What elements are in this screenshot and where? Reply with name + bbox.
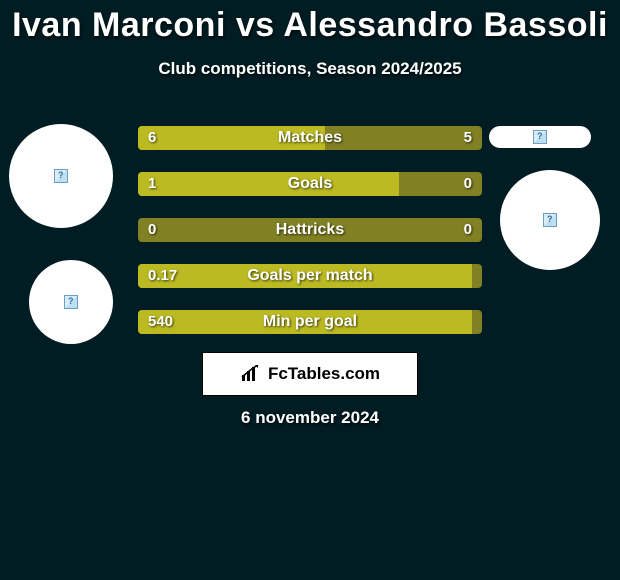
comparison-bars: 65Matches 10Goals 00Hattricks 0.17Goals per…	[138, 126, 482, 356]
stat-label: Goals per match	[138, 264, 482, 288]
stat-row: 10Goals	[138, 172, 482, 196]
player2-photo-placeholder	[500, 170, 600, 270]
stat-row: 0.17Goals per match	[138, 264, 482, 288]
stat-label: Hattricks	[138, 218, 482, 242]
missing-image-icon	[54, 169, 68, 183]
missing-image-icon	[533, 130, 547, 144]
bar-chart-icon	[240, 365, 262, 383]
page-title: Ivan Marconi vs Alessandro Bassoli	[0, 0, 620, 45]
stat-row: 540Min per goal	[138, 310, 482, 334]
stat-label: Matches	[138, 126, 482, 150]
generated-date: 6 november 2024	[0, 408, 620, 428]
player1-club-placeholder	[9, 124, 113, 228]
stat-row: 65Matches	[138, 126, 482, 150]
page-subtitle: Club competitions, Season 2024/2025	[0, 59, 620, 79]
missing-image-icon	[64, 295, 78, 309]
brand-badge: FcTables.com	[202, 352, 418, 396]
stat-label: Min per goal	[138, 310, 482, 334]
stat-label: Goals	[138, 172, 482, 196]
missing-image-icon	[543, 213, 557, 227]
player2-club-placeholder	[489, 126, 591, 148]
player1-photo-placeholder	[29, 260, 113, 344]
brand-text: FcTables.com	[268, 364, 380, 384]
stat-row: 00Hattricks	[138, 218, 482, 242]
